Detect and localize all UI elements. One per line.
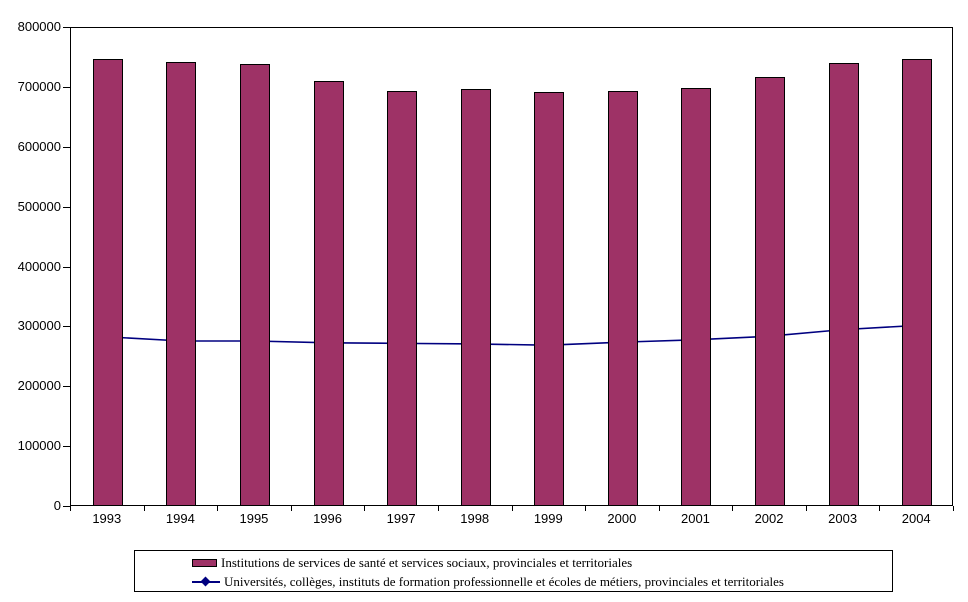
x-axis-tick-mark: [438, 506, 439, 511]
legend: Institutions de services de santé et ser…: [134, 550, 893, 592]
x-axis-tick-mark: [953, 506, 954, 511]
x-axis-tick-label: 2000: [607, 511, 637, 526]
y-axis-tick-label: 600000: [17, 138, 61, 154]
x-axis-tick-mark: [364, 506, 365, 511]
bar-1996: [313, 81, 344, 505]
x-axis-tick-label: 1996: [313, 511, 342, 526]
line-series-marker-icon: [192, 576, 220, 586]
x-axis-tick-label: 1997: [386, 511, 416, 526]
y-axis-tick-label: 400000: [17, 258, 61, 274]
legend-label-bar-series: Institutions de services de santé et ser…: [221, 554, 633, 570]
bar-1998: [460, 89, 491, 505]
x-axis-tick-label: 2002: [754, 511, 784, 526]
x-axis-tick-mark: [291, 506, 292, 511]
legend-item-line-series: Universités, collèges, instituts de form…: [192, 572, 892, 591]
bar-2000: [607, 91, 638, 505]
bar-1997: [387, 91, 418, 505]
y-axis-tick-mark: [63, 87, 70, 88]
y-axis-tick-mark: [63, 207, 70, 208]
y-axis-tick-label: 800000: [17, 19, 61, 34]
plot-area: [70, 27, 953, 506]
x-axis-tick-label: 1998: [460, 511, 490, 526]
x-axis-tick-label: 2003: [828, 511, 858, 526]
line-series-path: [108, 324, 915, 346]
x-axis-tick-mark: [879, 506, 880, 511]
x-axis-tick-label: 1994: [165, 511, 195, 526]
x-axis-tick-label: 1999: [533, 511, 563, 526]
bar-1995: [239, 64, 270, 505]
y-axis-tick-label: 700000: [17, 78, 61, 94]
line-series-layer: [104, 321, 919, 350]
x-axis-tick-label: 1995: [239, 511, 269, 526]
x-axis-tick-mark: [217, 506, 218, 511]
bar-1993: [92, 59, 123, 505]
x-axis-tick-mark: [512, 506, 513, 511]
legend-item-bar-series: Institutions de services de santé et ser…: [192, 553, 892, 572]
bar-2002: [755, 77, 786, 505]
x-axis-tick-mark: [732, 506, 733, 511]
x-axis-tick-mark: [659, 506, 660, 511]
x-axis-tick-mark: [585, 506, 586, 511]
y-axis-tick-mark: [63, 446, 70, 447]
legend-label-line-series: Universités, collèges, instituts de form…: [224, 573, 784, 589]
y-axis-tick-label: 0: [53, 498, 61, 513]
x-axis-tick-label: 2001: [680, 511, 710, 526]
bar-2001: [681, 88, 712, 505]
y-axis-tick-mark: [63, 267, 70, 268]
y-axis-tick-label: 200000: [17, 378, 61, 394]
bar-1999: [534, 92, 565, 505]
y-axis-tick-mark: [63, 27, 70, 28]
y-axis-tick-mark: [63, 147, 70, 148]
x-axis-tick-label: 2004: [901, 511, 931, 526]
y-axis-tick-label: 100000: [17, 438, 61, 454]
bar-2004: [902, 59, 933, 505]
diamond-marker-icon: [200, 576, 211, 586]
y-axis-tick-mark: [63, 506, 70, 507]
y-axis-tick-label: 500000: [17, 198, 61, 214]
bar-1994: [166, 62, 197, 505]
x-axis-tick-label: 1993: [92, 511, 122, 526]
bar-2003: [828, 63, 859, 505]
bar-series-swatch-icon: [192, 558, 217, 567]
y-axis-tick-mark: [63, 386, 70, 387]
y-axis-tick-mark: [63, 326, 70, 327]
y-axis-tick-label: 300000: [17, 318, 61, 334]
x-axis-tick-mark: [70, 506, 71, 511]
x-axis-tick-mark: [806, 506, 807, 511]
x-axis-tick-mark: [144, 506, 145, 511]
